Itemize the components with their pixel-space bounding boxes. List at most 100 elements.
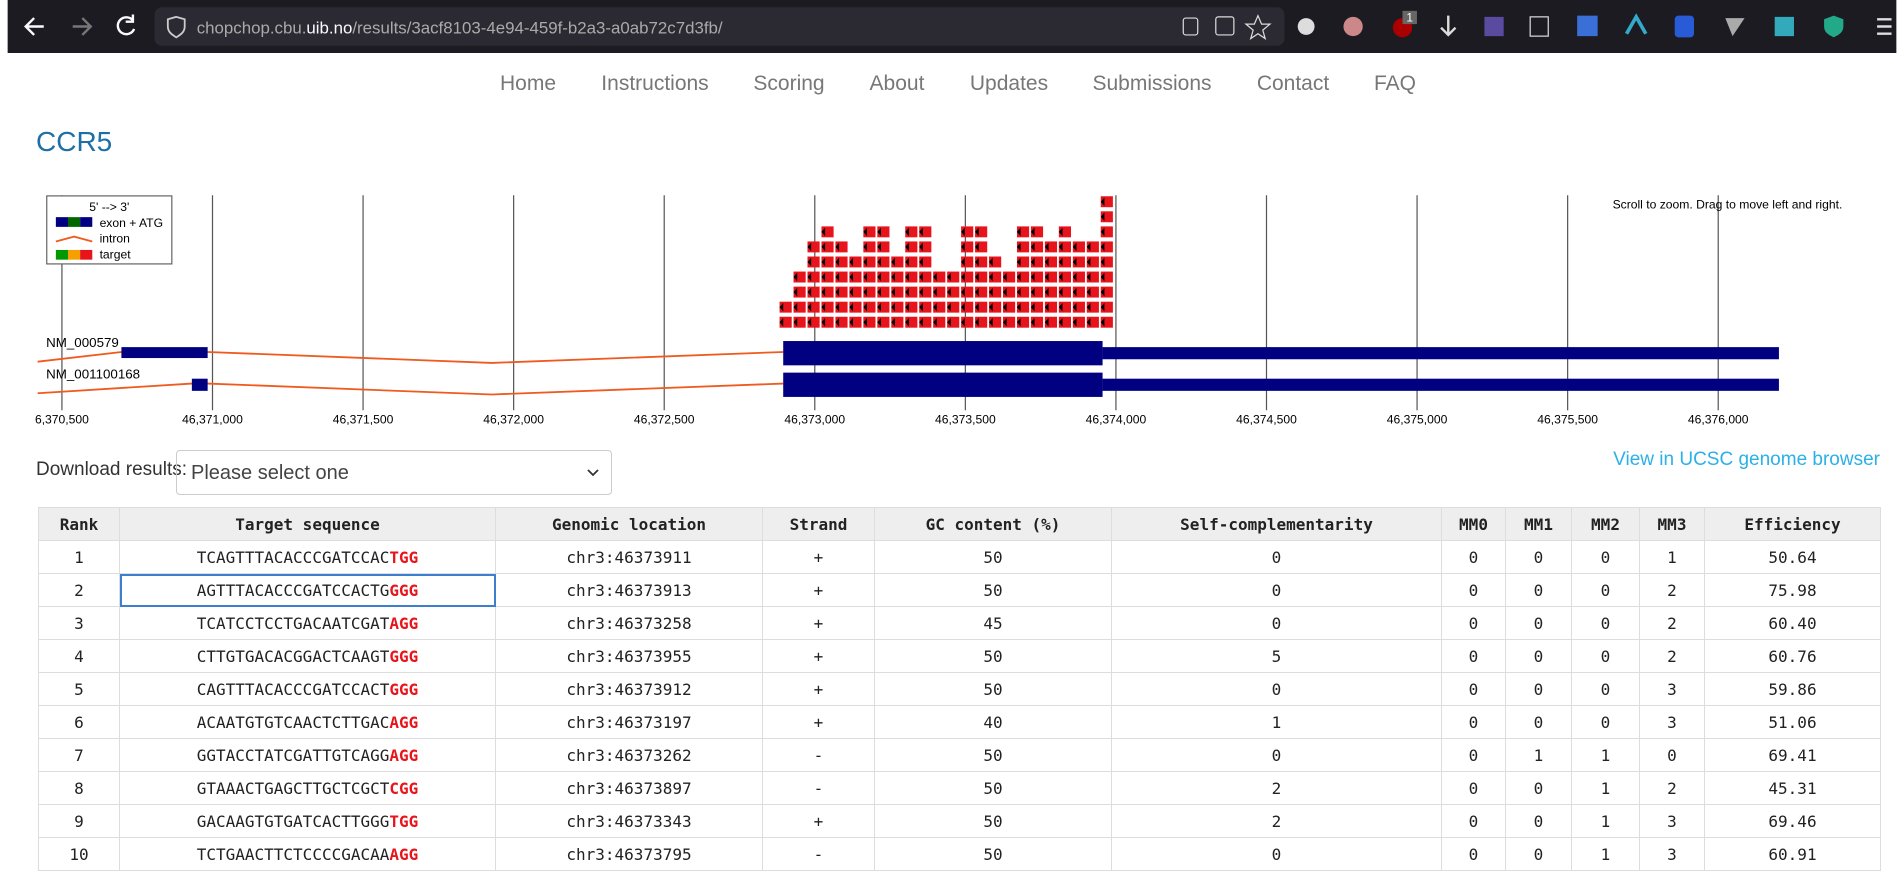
result-row[interactable]: 3 TCATCCTCCTGACAATCGATAGG chr3:46373258 +45…	[38, 606, 1881, 640]
url-bar[interactable]	[154, 7, 1285, 46]
result-row[interactable]: 2 AGTTTACACCCGATCCACTGGGG chr3:46373913 +50…	[38, 573, 1881, 607]
result-row[interactable]: 8 GTAAACTGAGCTTGCTCGCTCGG chr3:46373897-50…	[38, 771, 1881, 805]
sequence: CAGTTTACACCCGATCCACT	[196, 679, 390, 699]
column-header[interactable]: Self-complementarity	[1111, 507, 1442, 541]
ext-icon[interactable]	[1674, 15, 1694, 38]
column-header[interactable]: Efficiency	[1704, 507, 1881, 541]
nav-link[interactable]: Contact	[1256, 72, 1330, 95]
target-sequence[interactable]: GTAAACTGAGCTTGCTCGCTCGG	[119, 771, 496, 805]
nav-link[interactable]: Scoring	[753, 72, 825, 95]
nav-link[interactable]: Updates	[969, 72, 1049, 95]
nav-link[interactable]: FAQ	[1373, 72, 1417, 95]
result-row[interactable]: 5 CAGTTTACACCCGATCCACTGGG chr3:46373912 +50…	[38, 672, 1881, 706]
target-glyph	[1016, 271, 1030, 283]
ext-icon[interactable]	[1529, 16, 1549, 37]
table-cell: 50	[874, 672, 1112, 706]
column-header[interactable]: MM3	[1639, 507, 1705, 541]
result-row[interactable]: 7 GGTACCTATCGATTGTCAGGAGG chr3:46373262-50…	[38, 738, 1881, 772]
column-header[interactable]: Target sequence	[119, 507, 496, 541]
result-row[interactable]: 4 CTTGTGACACGGACTCAAGTGGG chr3:46373955 +50…	[38, 639, 1881, 673]
ext-icon[interactable]	[1725, 18, 1745, 37]
nav-link[interactable]: Instructions	[601, 72, 709, 95]
target-sequence[interactable]: ACAATGTGTCAACTCTTGACAGG	[119, 705, 496, 739]
target-glyph	[807, 316, 820, 328]
target-glyph	[1072, 286, 1085, 298]
target-glyph	[779, 301, 792, 313]
table-cell: chr3:46373343	[495, 804, 763, 838]
table-cell: -	[762, 738, 875, 772]
target-strand	[863, 302, 867, 312]
target-glyph	[821, 226, 834, 238]
nav-link[interactable]: Submissions	[1092, 72, 1212, 95]
column-header[interactable]: Rank	[38, 507, 120, 541]
target-glyph	[1044, 271, 1058, 283]
tick-label: 46,371,000	[182, 413, 243, 427]
column-header[interactable]: Strand	[762, 507, 875, 541]
back-button[interactable]	[24, 17, 44, 36]
genome-viewer[interactable]: 6,370,500 46,371,000 46,371,500 46,372,000 4…	[0, 188, 1904, 437]
column-header[interactable]: Genomic location	[495, 507, 763, 541]
ext-icon[interactable]	[1484, 16, 1504, 37]
ucsc-link[interactable]: View in UCSC genome browser	[1613, 449, 1880, 470]
result-row[interactable]: 10 TCTGAACTTCTCCCCGACAAAGG chr3:46373795-5…	[38, 837, 1881, 871]
result-row[interactable]: 9 GACAAGTGTGATCACTTGGGTGG chr3:46373343 +50…	[38, 804, 1881, 838]
nav-link[interactable]: Home	[499, 72, 557, 95]
column-header[interactable]: GC content (%)	[874, 507, 1112, 541]
shield-icon[interactable]	[166, 15, 186, 39]
target-glyph	[1100, 226, 1113, 238]
nav-link[interactable]: About	[869, 72, 925, 95]
target-sequence[interactable]: GACAAGTGTGATCACTTGGGTGG	[119, 804, 496, 838]
result-row[interactable]: 1 TCAGTTTACACCCGATCCACTGG chr3:46373911 +50…	[38, 540, 1881, 574]
download-select[interactable]: Please select one	[176, 450, 612, 495]
menu-icon[interactable]	[1877, 18, 1892, 35]
reload-button[interactable]	[116, 14, 136, 36]
legend-text: intron	[100, 232, 130, 246]
ext-icon[interactable]	[1577, 15, 1598, 37]
target-sequence[interactable]: AGTTTACACCCGATCCACTGGGG	[119, 573, 496, 607]
target-sequence[interactable]: GGTACCTATCGATTGTCAGGAGG	[119, 738, 496, 772]
column-header[interactable]: MM2	[1571, 507, 1640, 541]
table-cell: 45.31	[1704, 771, 1881, 805]
target-sequence[interactable]: CAGTTTACACCCGATCCACTGGG	[119, 672, 496, 706]
column-header[interactable]: MM1	[1505, 507, 1572, 541]
target-strand	[807, 242, 812, 252]
target-sequence[interactable]: TCAGTTTACACCCGATCCACTGG	[119, 540, 496, 574]
downloads-icon[interactable]	[1440, 15, 1457, 37]
target-strand	[1072, 302, 1077, 312]
table-cell: 1	[1571, 771, 1640, 805]
ext-icon[interactable]	[1824, 15, 1844, 38]
table-cell: 0	[1571, 540, 1640, 574]
ext-icon[interactable]	[1297, 18, 1315, 35]
target-strand	[863, 242, 867, 252]
target-strand	[1044, 242, 1049, 252]
result-row[interactable]: 6 ACAATGTGTCAACTCTTGACAGG chr3:46373197 +40…	[38, 705, 1881, 739]
table-cell: +	[762, 639, 875, 673]
legend-swatch	[80, 217, 93, 227]
table-cell: 0	[1441, 705, 1506, 739]
table-cell: +	[762, 606, 875, 640]
bookmark-star[interactable]	[1244, 14, 1272, 40]
target-glyph	[891, 271, 904, 283]
target-glyph	[1058, 271, 1071, 283]
target-sequence[interactable]: TCATCCTCCTGACAATCGATAGG	[119, 606, 496, 640]
download-label: Download results:	[36, 459, 188, 480]
table-cell: +	[762, 705, 875, 739]
target-strand	[961, 287, 965, 297]
ext-icon[interactable]	[1624, 13, 1648, 35]
save-icon[interactable]	[1215, 16, 1235, 36]
forward-button[interactable]	[72, 17, 93, 36]
column-header[interactable]: MM0	[1441, 507, 1506, 541]
url-prefix: chopchop.cbu.	[197, 19, 307, 38]
target-strand	[989, 272, 993, 282]
ext-icon[interactable]	[1774, 16, 1794, 37]
target-strand	[919, 272, 923, 282]
table-cell: 1	[1505, 738, 1572, 772]
target-sequence[interactable]: CTTGTGACACGGACTCAAGTGGG	[119, 639, 496, 673]
target-strand	[1030, 242, 1035, 252]
target-glyph	[877, 301, 890, 313]
reader-icon[interactable]	[1182, 17, 1199, 36]
ext-icon[interactable]	[1343, 16, 1363, 37]
target-glyph	[989, 271, 1002, 283]
target-sequence[interactable]: TCTGAACTTCTCCCCGACAAAGG	[119, 837, 496, 871]
